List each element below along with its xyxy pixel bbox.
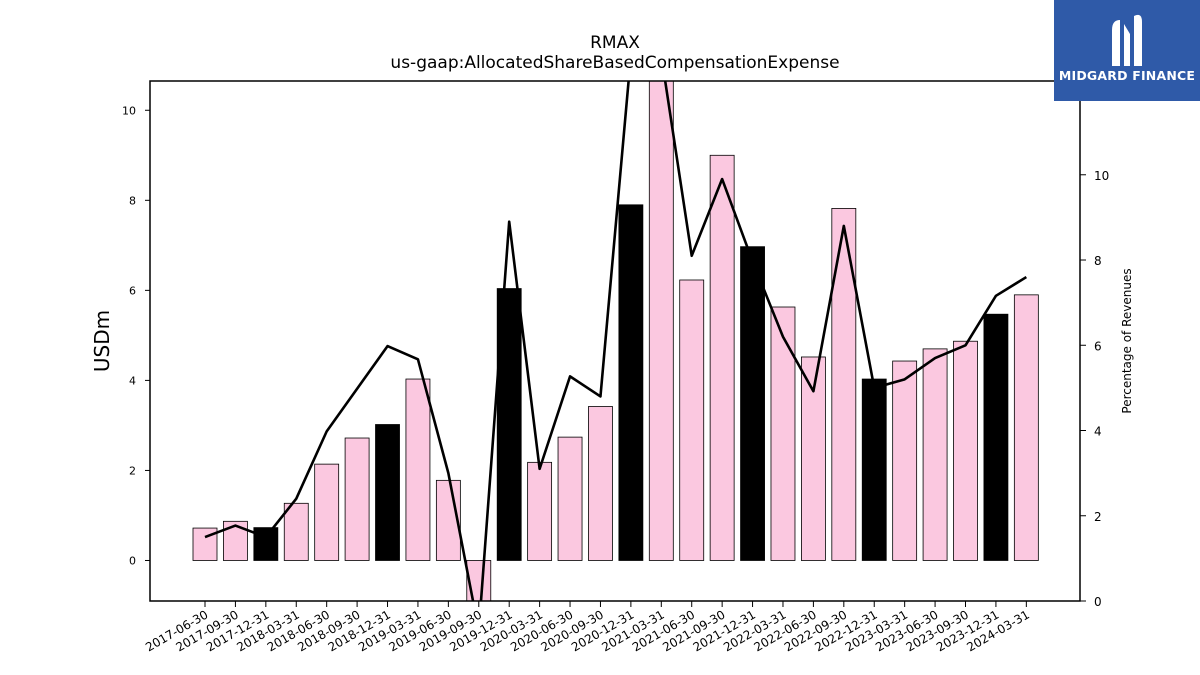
bar-2020-09-30 bbox=[588, 406, 613, 561]
brand-logo: MIDGARD FINANCE bbox=[1054, 0, 1200, 101]
line-layer bbox=[204, 81, 1028, 601]
bar-2018-09-30 bbox=[344, 437, 370, 561]
y2-tick-label: 0 bbox=[1094, 595, 1102, 609]
bar-2021-03-31 bbox=[648, 81, 674, 561]
bar-2023-12-31 bbox=[983, 313, 1009, 561]
bar-2023-09-30 bbox=[953, 340, 978, 561]
x-axis: 2017-06-302017-09-302017-12-312018-03-31… bbox=[143, 601, 1032, 654]
y-tick-label: 0 bbox=[129, 554, 136, 567]
y-axis-label: USDm bbox=[90, 310, 114, 372]
logo-text: MIDGARD FINANCE bbox=[1058, 68, 1196, 83]
bar-2022-03-31 bbox=[770, 306, 796, 561]
bar-2017-09-30 bbox=[223, 520, 248, 561]
chart-title: RMAX bbox=[590, 33, 640, 53]
bar-2020-12-31 bbox=[618, 204, 644, 561]
bar-2020-03-31 bbox=[527, 461, 553, 561]
bar-2023-03-31 bbox=[892, 360, 918, 561]
bar-2024-03-31 bbox=[1013, 294, 1039, 561]
series-line bbox=[204, 81, 1028, 601]
bar-2019-12-31 bbox=[496, 288, 522, 561]
y2-tick-label: 6 bbox=[1094, 339, 1102, 353]
left-axis: 0 2 4 6 8 10 bbox=[122, 104, 150, 567]
plot-frame bbox=[149, 80, 1081, 602]
bar-2022-09-30 bbox=[831, 208, 857, 561]
y-tick-label: 4 bbox=[129, 374, 136, 387]
logo-mark-icon bbox=[1112, 14, 1142, 66]
bars-layer bbox=[192, 81, 1039, 601]
y-tick-label: 10 bbox=[122, 104, 136, 117]
y2-tick-label: 8 bbox=[1094, 254, 1102, 268]
bar-2023-06-30 bbox=[922, 348, 948, 561]
y-tick-label: 8 bbox=[129, 194, 136, 207]
bar-2018-12-31 bbox=[375, 424, 400, 561]
y-tick-label: 6 bbox=[129, 284, 136, 297]
right-axis: 024681012 bbox=[1080, 84, 1109, 609]
bar-2020-06-30 bbox=[557, 436, 583, 561]
bar-2022-12-31 bbox=[861, 378, 887, 561]
bar-2018-06-30 bbox=[314, 463, 340, 561]
bar-2021-09-30 bbox=[709, 154, 735, 561]
y-tick-label: 2 bbox=[129, 464, 136, 477]
bar-2019-03-31 bbox=[405, 378, 431, 561]
bar-2021-06-30 bbox=[679, 279, 705, 561]
y2-tick-label: 4 bbox=[1094, 425, 1102, 439]
y2-tick-label: 10 bbox=[1094, 169, 1109, 183]
y2-tick-label: 2 bbox=[1094, 510, 1102, 524]
chart-subtitle: us-gaap:AllocatedShareBasedCompensationE… bbox=[390, 53, 839, 73]
bar-2021-12-31 bbox=[740, 246, 765, 561]
y2-axis-label: Percentage of Revenues bbox=[1120, 268, 1134, 413]
bar-2018-03-31 bbox=[283, 502, 309, 561]
